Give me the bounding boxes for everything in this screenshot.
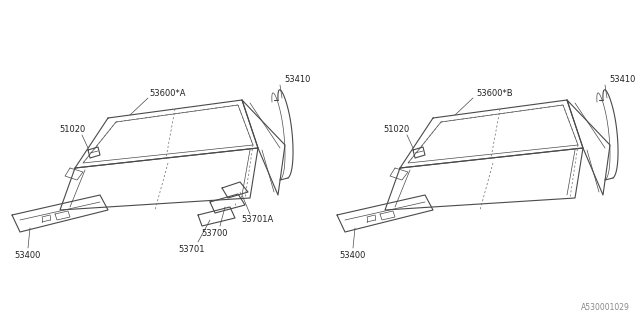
Text: 53400: 53400: [340, 252, 366, 260]
Text: 53700: 53700: [202, 228, 228, 237]
Text: 53410: 53410: [285, 76, 311, 84]
Text: 53701A: 53701A: [242, 215, 274, 225]
Text: A530001029: A530001029: [581, 303, 630, 312]
Text: 53600*B: 53600*B: [477, 89, 513, 98]
Text: 53600*A: 53600*A: [150, 89, 186, 98]
Text: 51020: 51020: [59, 125, 85, 134]
Text: 53400: 53400: [15, 252, 41, 260]
Text: 53410: 53410: [610, 76, 636, 84]
Text: 51020: 51020: [384, 125, 410, 134]
Text: 53701: 53701: [179, 245, 205, 254]
